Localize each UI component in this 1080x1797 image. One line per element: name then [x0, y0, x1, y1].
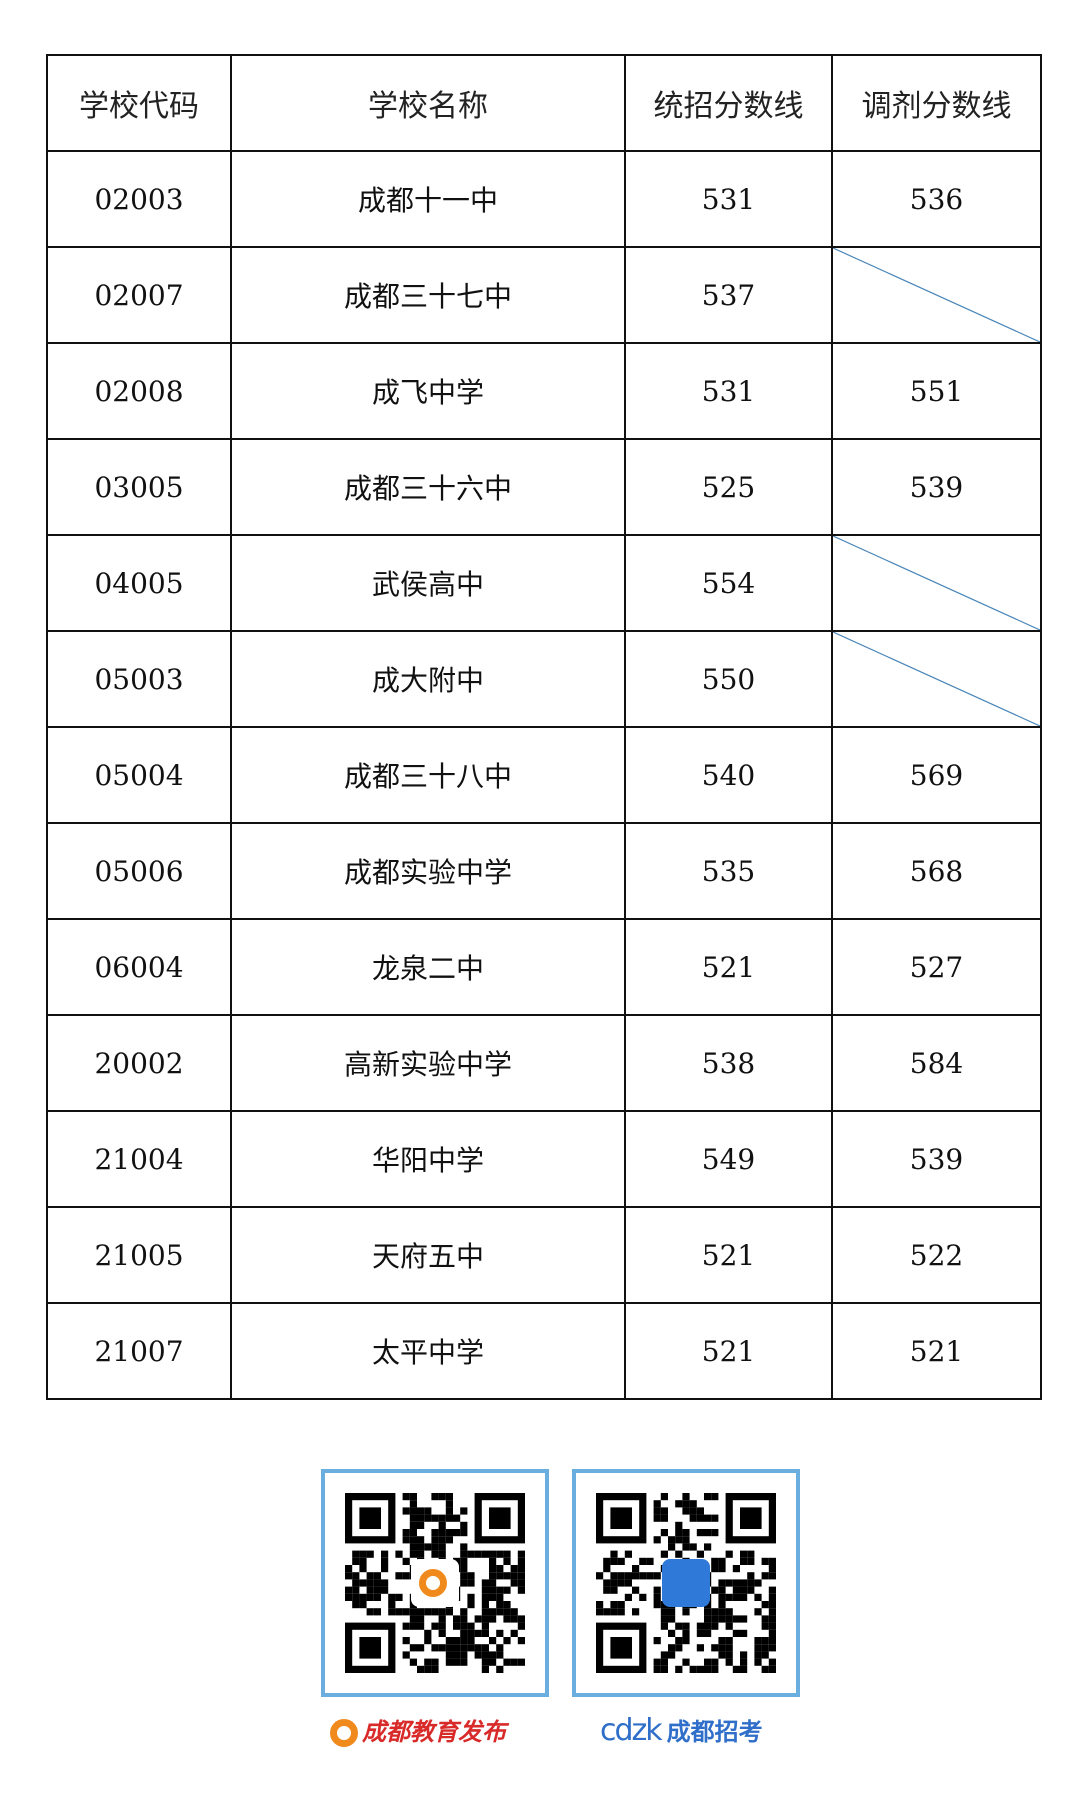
cell-name: 成飞中学: [230, 342, 626, 440]
cell-code: 06004: [46, 918, 232, 1016]
qr-code-chengdu-zhaokao: [572, 1469, 800, 1697]
table-row: 03005 成都三十六中 525 539: [46, 438, 1042, 536]
cell-unified: 538: [624, 1014, 833, 1112]
header-unified: 统招分数线: [624, 54, 833, 152]
cell-unified: 521: [624, 1302, 833, 1400]
cell-adjusted: [831, 534, 1042, 632]
table-row: 05004 成都三十八中 540 569: [46, 726, 1042, 824]
cell-unified: 521: [624, 918, 833, 1016]
empty-cell-slash: [833, 248, 1040, 342]
header-adjusted: 调剂分数线: [831, 54, 1042, 152]
brand-chengdu-zhaokao: cdzk 成都招考: [600, 1712, 763, 1748]
cell-unified: 531: [624, 342, 833, 440]
cell-adjusted: 569: [831, 726, 1042, 824]
brand2-label: 成都招考: [666, 1718, 763, 1746]
cdzk-logo-text: cdzk: [600, 1713, 663, 1748]
cell-code: 05004: [46, 726, 232, 824]
table-row: 05006 成都实验中学 535 568: [46, 822, 1042, 920]
table-row: 02003 成都十一中 531 536: [46, 150, 1042, 248]
table-row: 20002 高新实验中学 538 584: [46, 1014, 1042, 1112]
cell-name: 成大附中: [230, 630, 626, 728]
cell-name: 华阳中学: [230, 1110, 626, 1208]
cell-name: 高新实验中学: [230, 1014, 626, 1112]
cell-unified: 540: [624, 726, 833, 824]
cell-name: 龙泉二中: [230, 918, 626, 1016]
brand-chengdu-education: 成都教育发布: [330, 1712, 506, 1747]
cell-code: 20002: [46, 1014, 232, 1112]
table-row: 21004 华阳中学 549 539: [46, 1110, 1042, 1208]
cell-name: 成都三十七中: [230, 246, 626, 344]
cell-code: 05003: [46, 630, 232, 728]
cell-name: 成都实验中学: [230, 822, 626, 920]
cell-code: 21007: [46, 1302, 232, 1400]
empty-cell-slash: [833, 536, 1040, 630]
cell-name: 成都三十六中: [230, 438, 626, 536]
cell-unified: 537: [624, 246, 833, 344]
cell-adjusted: 527: [831, 918, 1042, 1016]
cell-adjusted: [831, 246, 1042, 344]
cell-code: 21004: [46, 1110, 232, 1208]
qr-code-chengdu-education: [321, 1469, 549, 1697]
ring-logo-icon: [330, 1719, 358, 1747]
cell-unified: 535: [624, 822, 833, 920]
table-header-row: 学校代码 学校名称 统招分数线 调剂分数线: [46, 54, 1042, 152]
cell-unified: 550: [624, 630, 833, 728]
cell-code: 02007: [46, 246, 232, 344]
cell-adjusted: [831, 630, 1042, 728]
cell-name: 成都三十八中: [230, 726, 626, 824]
cell-name: 成都十一中: [230, 150, 626, 248]
cell-unified: 521: [624, 1206, 833, 1304]
cell-name: 武侯高中: [230, 534, 626, 632]
cell-code: 04005: [46, 534, 232, 632]
table-row: 02008 成飞中学 531 551: [46, 342, 1042, 440]
cell-code: 05006: [46, 822, 232, 920]
cell-name: 天府五中: [230, 1206, 626, 1304]
cell-code: 03005: [46, 438, 232, 536]
cell-adjusted: 551: [831, 342, 1042, 440]
chengdu-education-logo-icon: [419, 1569, 447, 1597]
cell-code: 02003: [46, 150, 232, 248]
table-row: 21007 太平中学 521 521: [46, 1302, 1042, 1400]
header-name: 学校名称: [230, 54, 626, 152]
cell-adjusted: 536: [831, 150, 1042, 248]
table-row: 06004 龙泉二中 521 527: [46, 918, 1042, 1016]
cell-adjusted: 584: [831, 1014, 1042, 1112]
cell-adjusted: 522: [831, 1206, 1042, 1304]
table-row: 21005 天府五中 521 522: [46, 1206, 1042, 1304]
table-row: 02007 成都三十七中 537: [46, 246, 1042, 344]
cell-adjusted: 568: [831, 822, 1042, 920]
cell-code: 02008: [46, 342, 232, 440]
table-row: 04005 武侯高中 554: [46, 534, 1042, 632]
cell-name: 太平中学: [230, 1302, 626, 1400]
empty-cell-slash: [833, 632, 1040, 726]
table-row: 05003 成大附中 550: [46, 630, 1042, 728]
score-table: 学校代码 学校名称 统招分数线 调剂分数线 02003 成都十一中 531 536 02…: [46, 54, 1042, 1400]
brand1-label: 成都教育发布: [362, 1718, 506, 1746]
cell-code: 21005: [46, 1206, 232, 1304]
cell-unified: 549: [624, 1110, 833, 1208]
cdzk-logo-icon: [662, 1559, 710, 1607]
header-code: 学校代码: [46, 54, 232, 152]
cell-unified: 525: [624, 438, 833, 536]
cell-unified: 531: [624, 150, 833, 248]
cell-adjusted: 521: [831, 1302, 1042, 1400]
cell-adjusted: 539: [831, 1110, 1042, 1208]
cell-unified: 554: [624, 534, 833, 632]
cell-adjusted: 539: [831, 438, 1042, 536]
